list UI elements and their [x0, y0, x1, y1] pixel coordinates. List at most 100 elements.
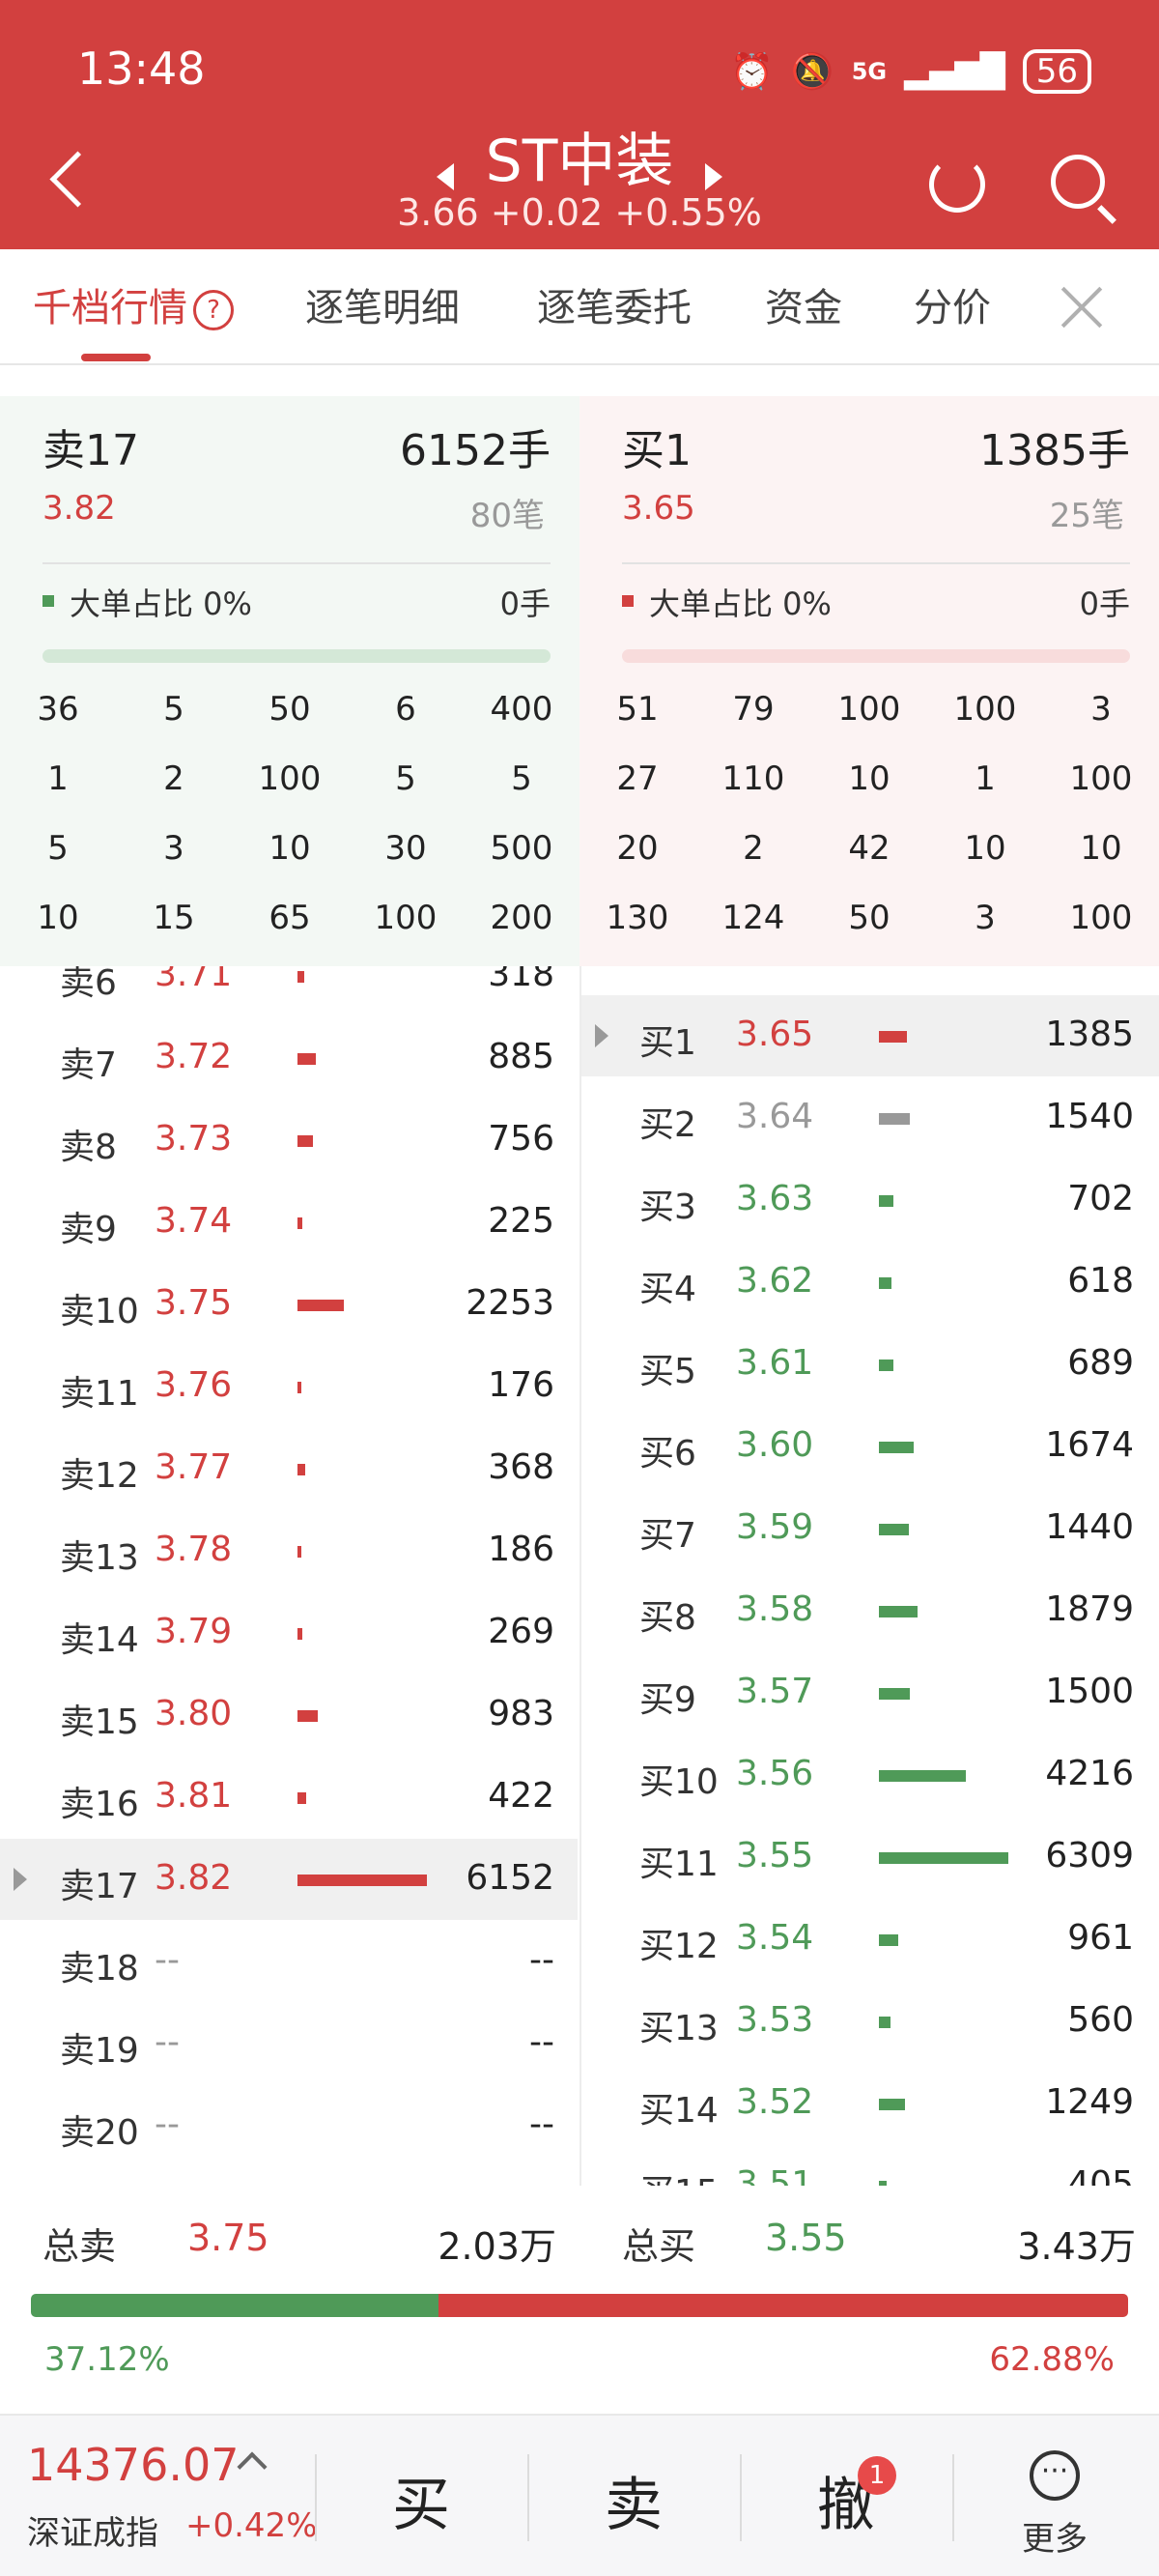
buy-level-row[interactable]: 买15 3.51 405 [581, 2145, 1159, 2186]
buy-summary-panel: 买1 1385手 3.65 25笔 大单占比 0% 0手 51 79 100 100 3… [580, 396, 1159, 966]
tab-trade-detail[interactable]: 逐笔明细 [305, 286, 460, 330]
buy-level-row[interactable]: 买1 3.65 1385 [581, 995, 1159, 1076]
buy-level-row[interactable]: 买9 3.57 1500 [581, 1652, 1159, 1733]
sell-level-row[interactable]: 卖9 3.74 225 [0, 1182, 578, 1263]
sell-button[interactable]: 卖 [605, 2472, 663, 2539]
buy-level-price: 3.64 [736, 1097, 814, 1136]
help-icon[interactable]: ? [193, 290, 234, 330]
buy-level-volume: 1500 [1045, 1672, 1134, 1711]
order-size-cell: 15 [153, 899, 195, 937]
order-size-cell: 6 [395, 690, 416, 729]
sell-level-row[interactable]: 卖14 3.79 269 [0, 1592, 578, 1674]
buy-level-row[interactable]: 买5 3.61 689 [581, 1324, 1159, 1405]
sell-level-label: 卖19 [60, 2031, 139, 2071]
index-name[interactable]: 深证成指 [27, 2514, 158, 2553]
close-icon[interactable] [1055, 280, 1109, 334]
buy-level-price: 3.63 [736, 1179, 814, 1218]
buy-ratio-fill [438, 2294, 1128, 2317]
search-icon[interactable] [1051, 155, 1105, 209]
sell-level-row[interactable]: 卖11 3.76 176 [0, 1346, 578, 1427]
order-size-cell: 27 [616, 759, 659, 798]
buy-level-label: 买9 [639, 1680, 696, 1720]
sell-volume-bar [297, 1710, 318, 1722]
sell-level-row[interactable]: 卖10 3.75 2253 [0, 1264, 578, 1345]
sell-level-row[interactable]: 卖8 3.73 756 [0, 1100, 578, 1181]
index-change: +0.42% [185, 2506, 318, 2545]
next-stock-icon[interactable] [705, 162, 723, 190]
sell-level-price: 3.73 [155, 1119, 233, 1159]
buy-volume-bar [879, 1360, 893, 1371]
buy-level-row[interactable]: 买12 3.54 961 [581, 1899, 1159, 1980]
buy-level-row[interactable]: 买4 3.62 618 [581, 1242, 1159, 1323]
chevron-up-icon[interactable] [237, 2451, 268, 2482]
sell-level-row[interactable]: 卖17 3.82 6152 [0, 1839, 578, 1920]
sell-level-volume: 756 [488, 1119, 554, 1159]
order-size-cell: 100 [1069, 759, 1133, 798]
buy-level-row[interactable]: 买3 3.63 702 [581, 1159, 1159, 1241]
buy-level-row[interactable]: 买14 3.52 1249 [581, 2063, 1159, 2144]
order-size-cell: 130 [606, 899, 669, 937]
buy-volume-bar [879, 1934, 898, 1946]
sell-level-row[interactable]: 卖18 -- -- [0, 1921, 578, 2002]
divider [622, 562, 1130, 564]
index-value[interactable]: 14376.07 [27, 2439, 240, 2491]
tab-label: 千档行情 [33, 286, 187, 330]
buy-level-row[interactable]: 买11 3.55 6309 [581, 1817, 1159, 1898]
stock-quote: 3.66 +0.02 +0.55% [397, 191, 762, 234]
sell-volume-bar [297, 1792, 306, 1804]
prev-stock-icon[interactable] [436, 162, 454, 190]
expand-arrow-icon[interactable] [595, 1024, 608, 1047]
order-size-cell: 10 [269, 829, 311, 868]
order-book[interactable]: 卖6 3.71 318 卖7 3.72 885 卖8 3.73 756 卖9 3.74 225 卖10 3… [0, 966, 1159, 2186]
buy-level-row[interactable]: 买6 3.60 1674 [581, 1406, 1159, 1487]
sell-level-label: 卖18 [60, 1949, 139, 1989]
divider [580, 966, 581, 2186]
buy-level-price: 3.60 [736, 1425, 814, 1465]
sell-level-volume: 225 [488, 1201, 554, 1241]
buy-level-row[interactable]: 买7 3.59 1440 [581, 1488, 1159, 1569]
buy-level-title: 买1 [622, 426, 692, 475]
sell-level-volume: 186 [488, 1530, 554, 1569]
large-order-volume: 0手 [1079, 586, 1130, 622]
buy-level-label: 买10 [639, 1762, 719, 1802]
sell-level-volume: 368 [488, 1447, 554, 1487]
sell-level-row[interactable]: 卖6 3.71 318 [0, 966, 578, 1016]
buy-level-count: 25笔 [1049, 497, 1124, 535]
buy-level-row[interactable]: 买10 3.56 4216 [581, 1734, 1159, 1816]
sell-volume-bar [297, 1135, 313, 1147]
sell-level-label: 卖11 [60, 1374, 139, 1414]
sell-level-price: -- [155, 2022, 180, 2062]
tab-price-distribution[interactable]: 分价 [914, 286, 991, 330]
sell-level-row[interactable]: 卖16 3.81 422 [0, 1757, 578, 1838]
sell-level-label: 卖13 [60, 1538, 139, 1578]
expand-arrow-icon[interactable] [14, 1868, 27, 1891]
sell-level-volume: -- [529, 1940, 554, 1980]
sell-level-label: 卖20 [60, 2113, 139, 2153]
sell-level-row[interactable]: 卖7 3.72 885 [0, 1017, 578, 1099]
tab-level-quote[interactable]: 千档行情? [33, 276, 234, 332]
more-icon[interactable]: ··· [1030, 2450, 1080, 2501]
sell-level-row[interactable]: 卖12 3.77 368 [0, 1428, 578, 1509]
divider [42, 562, 551, 564]
sell-level-row[interactable]: 卖20 -- -- [0, 2085, 578, 2166]
buy-level-row[interactable]: 买13 3.53 560 [581, 1981, 1159, 2062]
more-button-label[interactable]: 更多 [1022, 2520, 1088, 2559]
sell-level-price: 3.82 [42, 489, 116, 528]
tab-order-detail[interactable]: 逐笔委托 [537, 286, 692, 330]
buy-level-row[interactable]: 买8 3.58 1879 [581, 1570, 1159, 1651]
sell-level-label: 卖17 [60, 1867, 139, 1906]
sell-level-row[interactable]: 卖15 3.80 983 [0, 1674, 578, 1756]
buy-button[interactable]: 买 [392, 2472, 450, 2539]
refresh-icon[interactable] [929, 157, 985, 213]
buy-level-label: 买14 [639, 2091, 719, 2131]
bottom-action-bar: 14376.07 深证成指 +0.42% 买 卖 撤 1 ··· 更多 [0, 2414, 1159, 2576]
sell-level-row[interactable]: 卖13 3.78 186 [0, 1510, 578, 1591]
status-icons: ⏰ 🔕 5G ▂▄▆█ 56 [730, 48, 1091, 95]
stock-title-row: ST中装 [0, 114, 1159, 198]
order-size-cell: 100 [1069, 899, 1133, 937]
buy-level-row[interactable]: 买2 3.64 1540 [581, 1077, 1159, 1159]
tab-capital[interactable]: 资金 [765, 286, 842, 330]
order-size-cell: 3 [975, 899, 996, 937]
sell-level-row[interactable]: 卖19 -- -- [0, 2003, 578, 2084]
sell-level-volume: 2253 [466, 1283, 554, 1323]
